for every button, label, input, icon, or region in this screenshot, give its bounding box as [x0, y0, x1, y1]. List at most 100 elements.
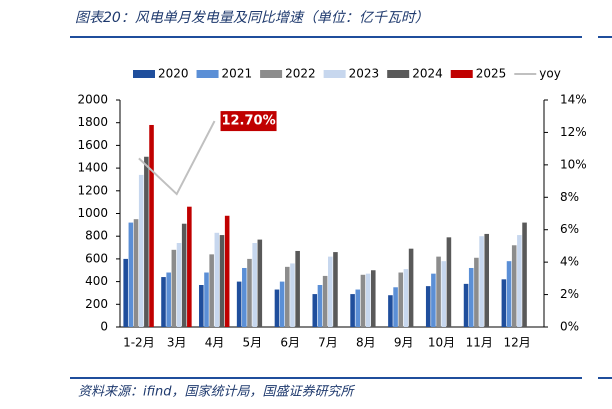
- legend-swatch: [133, 70, 155, 78]
- bar: [479, 236, 484, 327]
- bar: [123, 258, 128, 327]
- legend-label: 2024: [412, 67, 443, 81]
- legend-swatch: [196, 70, 219, 78]
- bar: [252, 243, 257, 327]
- bar: [166, 272, 171, 327]
- bar: [446, 237, 452, 327]
- bar: [484, 233, 490, 327]
- y-tick-label: 600: [85, 251, 108, 265]
- x-tick-label: 12月: [503, 336, 530, 350]
- y-tick-label: 0: [100, 320, 108, 334]
- bar: [388, 295, 393, 327]
- x-tick-label: 7月: [318, 336, 338, 350]
- bar: [176, 243, 182, 327]
- bar: [393, 287, 398, 327]
- bar: [204, 272, 209, 327]
- value-label: 12.70%: [221, 114, 275, 129]
- bar: [214, 232, 220, 327]
- bar: [333, 252, 338, 327]
- y-tick-label: 1800: [77, 115, 108, 129]
- bar: [242, 267, 247, 327]
- x-tick-label: 6月: [280, 336, 300, 350]
- legend-swatch: [323, 70, 346, 78]
- y-tick-label: 1400: [77, 161, 108, 175]
- chart-title: 图表20：风电单月发电量及同比增速（单位：亿千瓦时）: [75, 10, 429, 26]
- bar: [149, 124, 154, 327]
- bar: [274, 289, 280, 327]
- legend-swatch: [387, 70, 410, 78]
- bar: [199, 285, 204, 327]
- bar: [279, 281, 285, 327]
- y-tick-label: 800: [85, 229, 108, 243]
- bar: [360, 274, 366, 327]
- bar: [312, 294, 318, 327]
- bar: [436, 256, 441, 327]
- bar: [522, 222, 527, 327]
- bar: [328, 256, 333, 327]
- bar: [138, 174, 144, 327]
- y2-tick-label: 14%: [560, 93, 587, 107]
- bar: [257, 239, 263, 327]
- bar: [350, 294, 355, 327]
- y2-tick-label: 6%: [560, 222, 579, 236]
- bar: [355, 289, 361, 327]
- bar: [187, 206, 192, 327]
- line-series: [138, 120, 216, 196]
- legend-label: 2020: [158, 67, 189, 81]
- bar: [181, 223, 187, 327]
- y2-tick-label: 8%: [560, 190, 579, 204]
- bar: [517, 235, 522, 327]
- y-tick-label: 1200: [77, 183, 108, 197]
- bar: [236, 281, 242, 327]
- bar: [209, 254, 214, 327]
- y2-tick-label: 0%: [560, 320, 579, 334]
- bar: [474, 257, 479, 327]
- x-tick-label: 8月: [356, 336, 376, 350]
- x-tick-label: 11月: [466, 336, 493, 350]
- bar: [295, 250, 300, 327]
- bar: [322, 275, 328, 327]
- bar: [247, 258, 252, 327]
- bar: [431, 273, 436, 327]
- source-note: 资料来源：ifind，国家统计局，国盛证券研究所: [78, 384, 356, 400]
- x-tick-label: 4月: [205, 336, 225, 350]
- y-tick-label: 400: [85, 274, 108, 288]
- bar: [161, 277, 166, 327]
- y-tick-label: 2000: [77, 93, 108, 107]
- bar: [425, 286, 431, 327]
- bar: [365, 273, 371, 327]
- y-tick-label: 200: [85, 297, 108, 311]
- x-tick-label: 1-2月: [123, 336, 155, 350]
- bar: [403, 269, 409, 327]
- legend-swatch: [450, 70, 473, 78]
- bar: [224, 215, 230, 327]
- bar: [408, 248, 414, 327]
- bar: [398, 272, 404, 327]
- bar: [290, 263, 295, 327]
- x-tick-label: 9月: [394, 336, 414, 350]
- legend-swatch: [260, 70, 283, 78]
- x-tick-label: 3月: [167, 336, 187, 350]
- y2-tick-label: 10%: [560, 157, 587, 171]
- bar: [133, 219, 139, 327]
- bar: [317, 285, 323, 327]
- legend-label: 2022: [285, 67, 316, 81]
- legend-label: 2021: [222, 67, 253, 81]
- y2-tick-label: 4%: [560, 255, 579, 269]
- bar: [219, 235, 225, 327]
- y2-tick-label: 2%: [560, 287, 579, 301]
- y-tick-label: 1000: [77, 206, 108, 220]
- bar: [370, 270, 376, 327]
- y-tick-label: 1600: [77, 138, 108, 152]
- legend-label: 2023: [349, 67, 380, 81]
- y2-tick-label: 12%: [560, 125, 587, 139]
- bar: [171, 249, 177, 327]
- x-tick-label: 10月: [428, 336, 455, 350]
- bar: [463, 283, 469, 327]
- bar: [506, 261, 512, 327]
- x-tick-label: 5月: [243, 336, 263, 350]
- bar: [441, 261, 447, 327]
- legend-label: yoy: [539, 67, 561, 81]
- bar: [501, 279, 507, 327]
